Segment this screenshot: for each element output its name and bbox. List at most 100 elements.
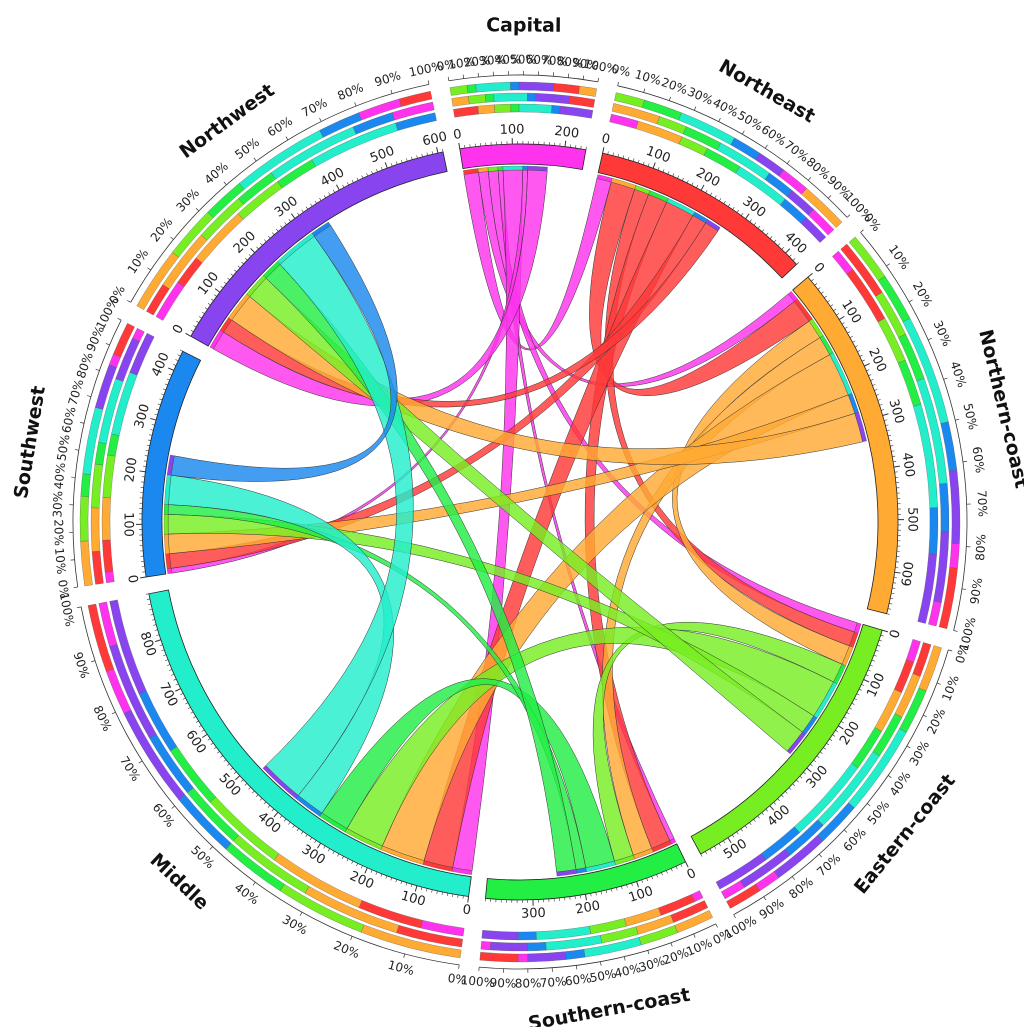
composition-bar-slice xyxy=(129,332,155,376)
tick-mark xyxy=(395,879,398,883)
tick-mark xyxy=(342,184,345,188)
tick-mark xyxy=(292,825,295,828)
tick-mark xyxy=(149,608,153,611)
inner-strip-slice xyxy=(705,219,721,232)
tick-mark xyxy=(667,171,670,175)
tick-mark xyxy=(600,891,602,895)
percent-tick xyxy=(209,846,213,850)
tick-mark xyxy=(163,654,167,657)
tick-mark xyxy=(861,684,865,686)
tick-mark xyxy=(626,884,628,888)
tick-mark xyxy=(179,349,183,352)
tick-mark xyxy=(168,373,172,376)
tick-mark xyxy=(156,634,160,636)
composition-bar-slice xyxy=(79,495,89,542)
composition-bar-slice xyxy=(489,941,528,952)
tick-mark xyxy=(632,158,635,162)
tick-mark xyxy=(193,716,196,719)
percent-tick xyxy=(786,160,790,164)
inner-strip-slice xyxy=(556,869,577,877)
tick-mark xyxy=(661,872,663,876)
percent-tick xyxy=(955,418,960,421)
tick-mark xyxy=(753,222,757,226)
tick-mark xyxy=(149,434,153,436)
tick-mark xyxy=(682,177,684,181)
composition-bar-slice xyxy=(726,883,761,909)
tick-mark xyxy=(416,155,418,159)
inner-strip-slice xyxy=(487,166,499,172)
tick-mark xyxy=(796,779,799,783)
percent-tick xyxy=(948,649,953,652)
tick-mark xyxy=(749,822,752,826)
composition-bar-slice xyxy=(917,553,937,624)
tick-mark xyxy=(213,746,217,750)
tick-mark xyxy=(223,759,227,762)
tick-mark xyxy=(314,200,317,204)
tick-mark xyxy=(370,869,373,873)
inner-strip-slice xyxy=(166,454,175,476)
segment-northern-coast xyxy=(792,276,899,615)
tick-mark xyxy=(426,888,428,892)
percent-tick-label: 100% xyxy=(583,57,619,77)
tick-mark xyxy=(700,853,703,857)
tick-mark xyxy=(872,384,876,386)
tick-mark xyxy=(891,592,895,594)
inner-strip-slice xyxy=(854,411,867,442)
percent-tick xyxy=(843,829,848,833)
percent-tick xyxy=(582,75,585,80)
percent-tick xyxy=(576,965,578,970)
composition-bar-slice xyxy=(527,942,547,952)
composition-bar-slice xyxy=(551,105,561,115)
tick-mark xyxy=(154,413,158,416)
percent-tick-label: 90% xyxy=(489,976,516,991)
composition-bar-slice xyxy=(107,433,120,457)
tick-mark xyxy=(731,834,735,838)
composition-bar-slice xyxy=(510,81,520,91)
composition-bar-slice xyxy=(80,473,91,497)
tick-mark xyxy=(607,151,609,155)
percent-tick-label: 0% xyxy=(436,57,457,74)
composition-bar-slice xyxy=(564,949,586,960)
tick-mark xyxy=(887,434,892,437)
tick-mark xyxy=(248,787,251,790)
percent-tick-label: 100% xyxy=(460,973,495,990)
region-name-capital: Capital xyxy=(486,14,561,37)
tick-mark xyxy=(727,837,732,844)
composition-bar-slice xyxy=(80,540,93,587)
segment-southwest xyxy=(141,350,202,578)
segment-southern-coast xyxy=(485,843,687,901)
tick-mark xyxy=(375,871,378,875)
tick-mark xyxy=(244,783,248,786)
tick-mark xyxy=(838,315,845,320)
tick-mark xyxy=(297,212,300,216)
tick-mark xyxy=(832,734,836,737)
tick-mark xyxy=(616,887,618,891)
tick-mark xyxy=(666,870,668,874)
percent-tick xyxy=(818,853,823,858)
tick-mark xyxy=(894,571,901,574)
segment-northwest xyxy=(190,151,448,347)
tick-mark xyxy=(806,767,812,773)
tick-mark xyxy=(233,771,237,774)
tick-mark xyxy=(876,394,880,396)
percent-tick-label: 10% xyxy=(52,547,68,575)
tick-label: 100 xyxy=(864,671,888,700)
tick-label: 300 xyxy=(739,194,768,221)
tick-mark xyxy=(851,702,855,705)
percent-tick xyxy=(285,136,289,141)
percent-tick xyxy=(147,267,151,271)
percent-tick-label: 80% xyxy=(74,350,96,380)
tick-mark xyxy=(279,815,283,819)
composition-bar-slice xyxy=(808,209,835,236)
tick-mark xyxy=(677,175,680,179)
tick-mark xyxy=(272,232,275,236)
tick-mark xyxy=(147,439,151,441)
tick-mark xyxy=(685,861,689,868)
percent-tick-label: 80% xyxy=(515,976,542,990)
tick-mark xyxy=(749,219,752,223)
tick-mark xyxy=(426,152,428,156)
tick-mark xyxy=(421,153,423,157)
tick-mark xyxy=(636,881,639,888)
percent-tick xyxy=(647,950,650,955)
tick-mark xyxy=(887,608,891,610)
